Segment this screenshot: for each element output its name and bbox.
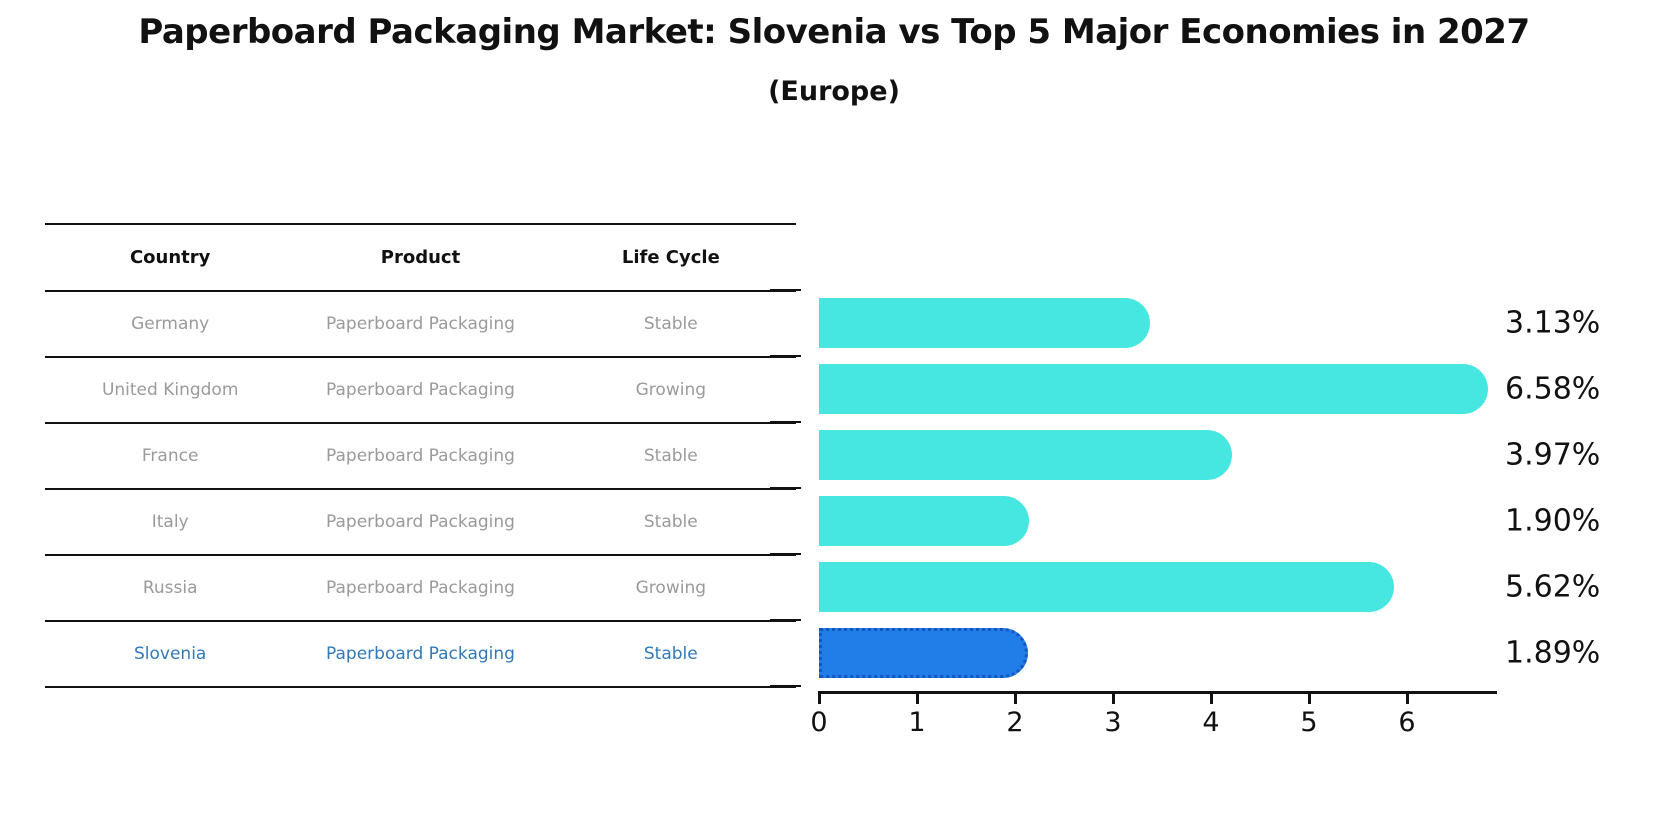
y-tick-dash (770, 355, 801, 357)
x-tick-label: 4 (1202, 707, 1220, 738)
x-axis-tick (1406, 694, 1409, 704)
x-axis-tick (1112, 694, 1115, 704)
x-axis-line (818, 691, 1497, 694)
table-row-germany: Germany Paperboard Packaging Stable (45, 290, 796, 356)
cell-product: Paperboard Packaging (326, 446, 515, 466)
bar-italy (819, 496, 1030, 546)
value-label-germany: 3.13% (1505, 305, 1601, 341)
table-row-france: France Paperboard Packaging Stable (45, 422, 796, 488)
table-header-row: Country Product Life Cycle (45, 223, 796, 290)
column-header-product: Product (380, 247, 461, 268)
cell-product: Paperboard Packaging (326, 578, 515, 598)
bar-germany (819, 298, 1150, 348)
x-tick-label: 2 (1006, 707, 1024, 738)
cell-country: United Kingdom (101, 380, 239, 400)
x-tick-label: 1 (908, 707, 926, 738)
cell-product: Paperboard Packaging (326, 644, 515, 664)
bar-france (819, 430, 1233, 480)
bar-row-germany (819, 290, 1519, 356)
cell-life-cycle: Stable (643, 446, 698, 466)
cell-country: Germany (131, 314, 210, 334)
value-label-italy: 1.90% (1505, 503, 1601, 539)
cell-country: France (141, 446, 199, 466)
bar-row-russia (819, 554, 1519, 620)
y-tick-dash (770, 487, 801, 489)
y-tick-dash (770, 619, 801, 621)
comparison-table: Country Product Life Cycle Germany Paper… (45, 223, 796, 688)
x-tick-label: 3 (1104, 707, 1122, 738)
chart-title: Paperboard Packaging Market: Slovenia vs… (138, 12, 1530, 52)
bar-plot-area (819, 290, 1519, 686)
cell-life-cycle: Stable (643, 314, 698, 334)
column-header-country: Country (129, 247, 211, 268)
cell-life-cycle: Stable (643, 644, 698, 664)
y-tick-dash (770, 553, 801, 555)
x-axis-tick (818, 694, 821, 704)
y-tick-dash (770, 685, 801, 687)
cell-country: Slovenia (133, 644, 207, 664)
bar-row-italy (819, 488, 1519, 554)
chart-subtitle: (Europe) (768, 76, 900, 107)
y-tick-dash (770, 421, 801, 423)
x-axis-tick (1210, 694, 1213, 704)
x-tick-label: 6 (1398, 707, 1416, 738)
bar-row-united-kingdom (819, 356, 1519, 422)
table-row-slovenia: Slovenia Paperboard Packaging Stable (45, 620, 796, 686)
cell-life-cycle: Stable (643, 512, 698, 532)
x-axis-tick (1308, 694, 1311, 704)
y-tick-dash (770, 289, 801, 291)
cell-product: Paperboard Packaging (326, 314, 515, 334)
cell-product: Paperboard Packaging (326, 512, 515, 532)
table-row-italy: Italy Paperboard Packaging Stable (45, 488, 796, 554)
x-tick-label: 5 (1300, 707, 1318, 738)
cell-country: Russia (142, 578, 198, 598)
bar-row-slovenia (819, 620, 1519, 686)
cell-life-cycle: Growing (635, 578, 707, 598)
value-label-united-kingdom: 6.58% (1505, 371, 1601, 407)
bar-russia (819, 562, 1394, 612)
x-axis-tick (1014, 694, 1017, 704)
bar-slovenia-highlighted (819, 628, 1029, 678)
value-label-france: 3.97% (1505, 437, 1601, 473)
table-row-united-kingdom: United Kingdom Paperboard Packaging Grow… (45, 356, 796, 422)
column-header-life-cycle: Life Cycle (621, 247, 720, 268)
x-tick-label: 0 (810, 707, 828, 738)
bar-row-france (819, 422, 1519, 488)
value-label-slovenia: 1.89% (1505, 635, 1601, 671)
value-label-russia: 5.62% (1505, 569, 1601, 605)
cell-product: Paperboard Packaging (326, 380, 515, 400)
cell-life-cycle: Growing (635, 380, 707, 400)
x-axis-tick (916, 694, 919, 704)
bar-united-kingdom (819, 364, 1488, 414)
table-row-russia: Russia Paperboard Packaging Growing (45, 554, 796, 620)
cell-country: Italy (151, 512, 189, 532)
